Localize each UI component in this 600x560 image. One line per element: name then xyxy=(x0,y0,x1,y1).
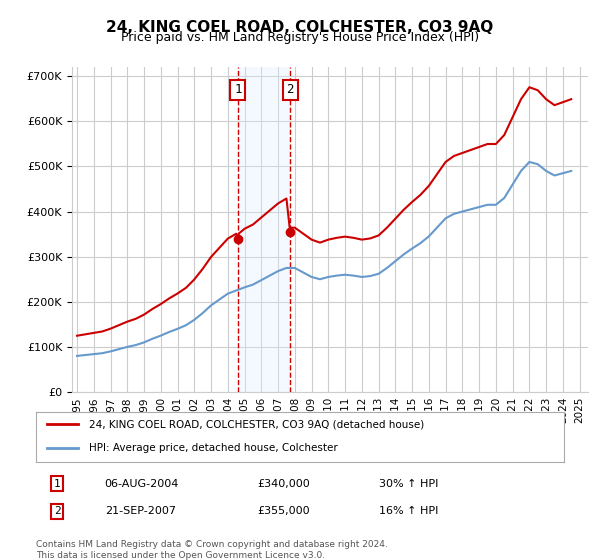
Bar xyxy=(238,67,290,392)
Text: 30% ↑ HPI: 30% ↑ HPI xyxy=(379,479,439,489)
Text: 1: 1 xyxy=(54,479,61,489)
Text: £340,000: £340,000 xyxy=(258,479,311,489)
Text: Price paid vs. HM Land Registry's House Price Index (HPI): Price paid vs. HM Land Registry's House … xyxy=(121,31,479,44)
Text: 24, KING COEL ROAD, COLCHESTER, CO3 9AQ (detached house): 24, KING COEL ROAD, COLCHESTER, CO3 9AQ … xyxy=(89,419,424,429)
Text: HPI: Average price, detached house, Colchester: HPI: Average price, detached house, Colc… xyxy=(89,443,338,453)
Text: £355,000: £355,000 xyxy=(258,506,310,516)
Text: 2: 2 xyxy=(286,83,294,96)
Text: Contains HM Land Registry data © Crown copyright and database right 2024.
This d: Contains HM Land Registry data © Crown c… xyxy=(36,540,388,560)
Text: 1: 1 xyxy=(234,83,242,96)
Text: 2: 2 xyxy=(54,506,61,516)
Text: 24, KING COEL ROAD, COLCHESTER, CO3 9AQ: 24, KING COEL ROAD, COLCHESTER, CO3 9AQ xyxy=(106,20,494,35)
Text: 16% ↑ HPI: 16% ↑ HPI xyxy=(379,506,439,516)
Text: 06-AUG-2004: 06-AUG-2004 xyxy=(104,479,179,489)
Text: 21-SEP-2007: 21-SEP-2007 xyxy=(104,506,176,516)
